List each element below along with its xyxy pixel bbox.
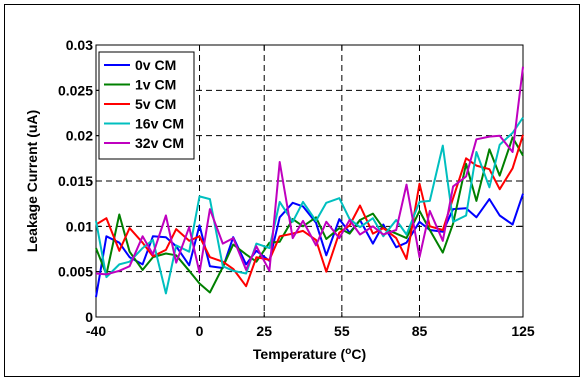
y-tick-label: 0.02 — [66, 128, 93, 144]
tick-marks — [95, 44, 524, 318]
y-axis-label: Leakage Current (uA) — [24, 110, 40, 252]
x-axis-label: Temperature (oC) — [253, 346, 366, 362]
legend-entry: 32v CM — [135, 135, 184, 151]
x-tick-labels: -40 0 25 55 85 125 — [86, 323, 535, 339]
legend-entry: 16v CM — [135, 116, 184, 132]
series-line — [95, 66, 524, 276]
series-lines — [95, 66, 524, 298]
series-line — [95, 116, 524, 295]
y-tick-label: 0.03 — [66, 37, 93, 53]
series-line — [95, 193, 524, 298]
x-axis-label-superscript: o — [345, 346, 351, 357]
y-tick-labels: 0 0.005 0.01 0.015 0.02 0.025 0.03 — [58, 37, 93, 325]
x-tick-label: 125 — [511, 323, 535, 339]
x-axis-label-text: Temperature ( — [253, 346, 346, 362]
x-tick-label: 0 — [196, 323, 204, 339]
x-tick-label: -40 — [86, 323, 106, 339]
y-tick-label: 0.025 — [58, 82, 93, 98]
legend-entry: 1v CM — [135, 77, 176, 93]
x-tick-label: 25 — [256, 323, 272, 339]
grid — [96, 45, 523, 317]
legend-entry: 0v CM — [135, 57, 176, 73]
legend-entry: 5v CM — [135, 96, 176, 112]
x-axis-label-unit: C) — [351, 346, 366, 362]
y-tick-label: 0.01 — [66, 218, 93, 234]
x-tick-label: 85 — [412, 323, 428, 339]
y-tick-label: 0 — [85, 309, 93, 325]
series-line — [95, 136, 524, 294]
x-tick-label: 55 — [334, 323, 350, 339]
figure-frame — [4, 4, 580, 377]
y-tick-label: 0.015 — [58, 173, 93, 189]
y-tick-label: 0.005 — [58, 264, 93, 280]
legend-box — [98, 51, 195, 160]
legend: 0v CM 1v CM 5v CM 16v CM 32v CM — [98, 51, 195, 160]
